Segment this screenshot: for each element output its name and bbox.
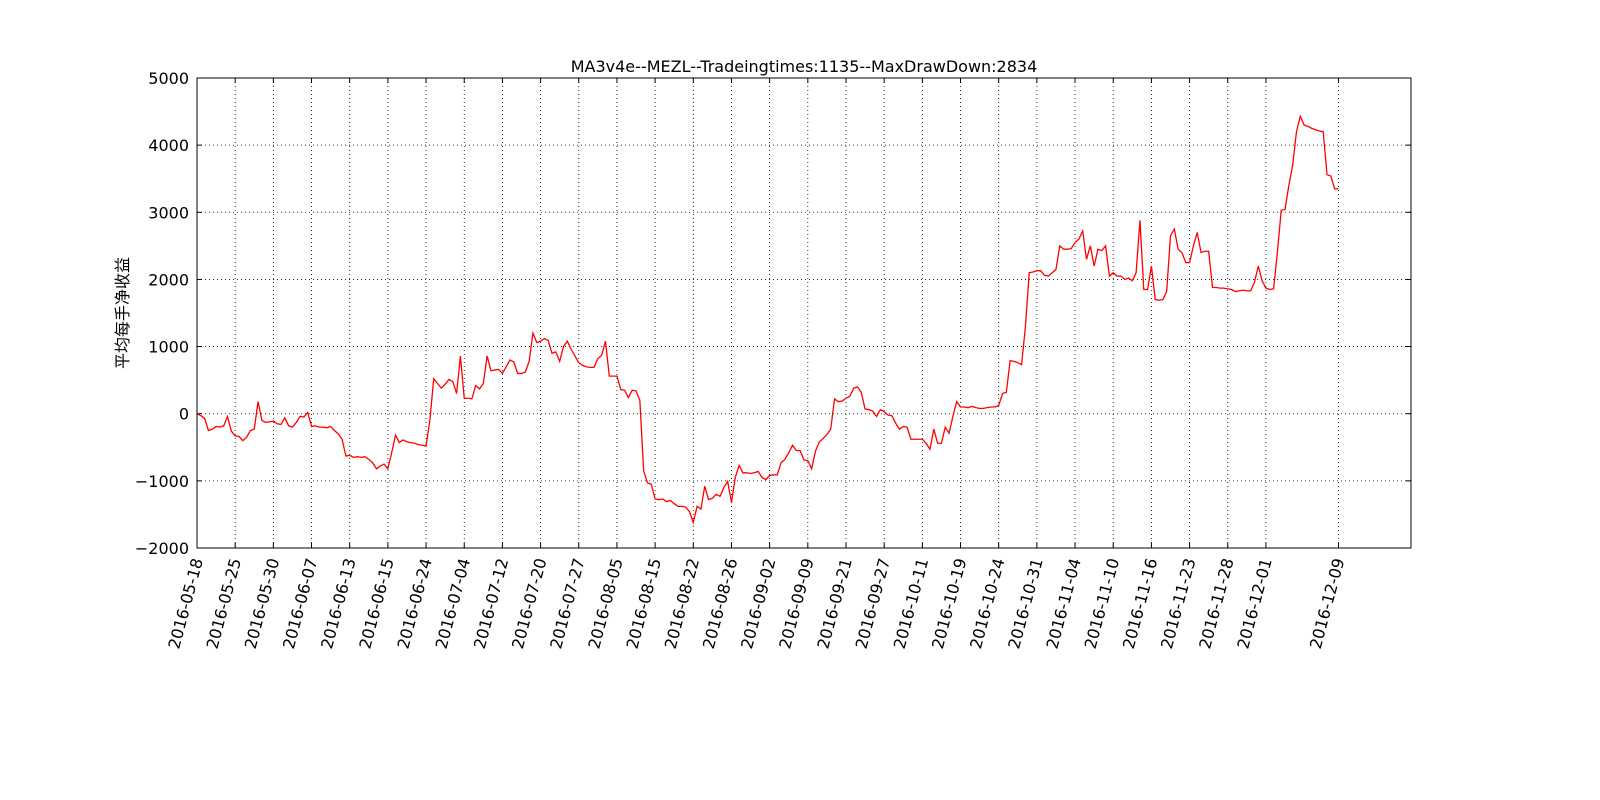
y-tick-label: 2000 [148,270,189,289]
y-tick-label: 0 [179,405,189,424]
y-tick-label: 4000 [148,136,189,155]
y-tick-label: −1000 [135,472,189,491]
chart-title: MA3v4e--MEZL--Tradeingtimes:1135--MaxDra… [571,57,1038,76]
data-line [196,114,1339,525]
y-tick-label: −2000 [135,539,189,558]
y-tick-label: 1000 [148,338,189,357]
y-tick-label: 3000 [148,203,189,222]
plot-frame [196,77,1412,549]
y-axis-label: 平均每手净收益 [113,257,132,369]
y-tick-label: 5000 [148,69,189,88]
